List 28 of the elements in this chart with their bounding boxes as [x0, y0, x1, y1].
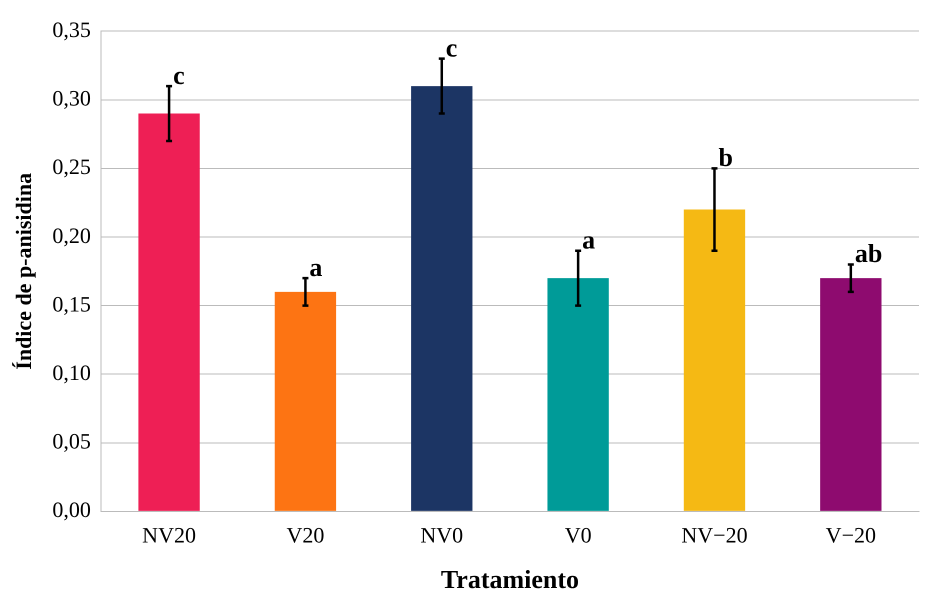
- y-tick-label: 0,00: [52, 497, 91, 522]
- annotation: a: [582, 225, 596, 254]
- annotation: a: [309, 252, 322, 282]
- annotation: ab: [854, 239, 882, 268]
- bar: [547, 278, 609, 511]
- y-tick-label: 0,30: [52, 86, 91, 111]
- bar: [274, 292, 336, 511]
- y-tick-label: 0,15: [52, 291, 91, 316]
- y-axis-title: Índice de p-anisidina: [10, 172, 36, 370]
- x-tick-label: NV20: [142, 522, 196, 548]
- x-tick-label: V20: [286, 522, 324, 548]
- x-tick-label: V−20: [826, 522, 876, 548]
- bar: [411, 86, 472, 511]
- x-tick-label: NV−20: [681, 522, 748, 548]
- x-tick-label: NV0: [420, 522, 464, 548]
- bar: [138, 114, 200, 511]
- x-axis-title: Tratamiento: [440, 565, 580, 594]
- annotation: b: [718, 143, 733, 172]
- bar: [820, 278, 882, 511]
- y-tick-label: 0,35: [52, 16, 91, 42]
- bar: [684, 210, 746, 511]
- y-tick-label: 0,05: [52, 428, 91, 454]
- annotation: c: [173, 60, 185, 90]
- y-tick-label: 0,20: [52, 222, 91, 248]
- annotation: c: [446, 33, 458, 62]
- y-tick-label: 0,25: [52, 154, 91, 180]
- y-tick-label: 0,10: [52, 360, 91, 385]
- x-tick-label: V0: [564, 522, 592, 548]
